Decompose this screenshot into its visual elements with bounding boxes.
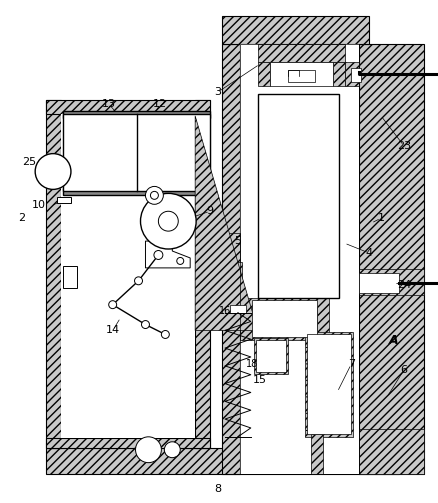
Bar <box>46 438 209 448</box>
Text: 14: 14 <box>106 325 120 336</box>
Text: 23: 23 <box>396 141 410 151</box>
Circle shape <box>135 437 161 463</box>
Bar <box>239 298 328 341</box>
Text: A: A <box>388 334 398 347</box>
Bar <box>332 62 344 86</box>
Bar <box>257 44 344 62</box>
Bar <box>358 429 423 474</box>
Circle shape <box>140 193 196 249</box>
Text: 2: 2 <box>18 213 25 223</box>
Polygon shape <box>195 116 257 330</box>
Bar <box>257 62 269 86</box>
Text: 18: 18 <box>245 359 258 369</box>
Bar <box>297 307 317 330</box>
Text: 5: 5 <box>234 236 241 246</box>
Text: 12: 12 <box>153 99 167 109</box>
Circle shape <box>141 320 149 328</box>
Bar <box>230 305 245 312</box>
Bar <box>239 44 358 474</box>
Text: 3: 3 <box>214 87 221 97</box>
Bar <box>63 266 77 288</box>
Bar <box>255 341 285 372</box>
Text: 13: 13 <box>102 99 116 109</box>
Text: 1: 1 <box>377 213 384 223</box>
Text: 9: 9 <box>206 206 213 216</box>
Bar <box>222 233 239 263</box>
Bar <box>269 62 332 86</box>
Bar <box>63 189 209 195</box>
Text: 4: 4 <box>365 248 372 258</box>
Bar <box>307 334 350 434</box>
Text: 25: 25 <box>22 156 36 166</box>
Bar <box>63 111 209 118</box>
Bar <box>305 332 352 437</box>
Circle shape <box>164 442 180 458</box>
Bar <box>311 434 323 474</box>
Bar <box>350 68 360 82</box>
Bar <box>358 269 423 295</box>
Bar <box>239 44 358 474</box>
Text: 15: 15 <box>252 375 266 385</box>
Bar <box>61 114 195 438</box>
Text: 24: 24 <box>396 280 410 290</box>
Circle shape <box>158 211 178 231</box>
Bar <box>222 17 368 44</box>
Circle shape <box>150 191 158 199</box>
Circle shape <box>35 153 71 190</box>
Bar <box>358 44 423 474</box>
Bar <box>358 273 398 293</box>
Circle shape <box>145 187 163 204</box>
Bar <box>63 114 209 191</box>
Circle shape <box>109 301 117 309</box>
Bar <box>251 300 317 338</box>
Circle shape <box>177 258 184 265</box>
Text: 8: 8 <box>214 484 221 494</box>
Bar <box>46 100 209 114</box>
Bar <box>195 100 209 448</box>
Bar <box>46 100 61 448</box>
Polygon shape <box>145 241 190 268</box>
Bar <box>222 44 239 474</box>
Bar <box>251 307 263 330</box>
Circle shape <box>154 250 162 260</box>
Circle shape <box>134 277 142 285</box>
Bar <box>287 70 314 82</box>
Bar <box>233 262 241 308</box>
Bar <box>257 94 339 298</box>
Bar <box>57 197 71 203</box>
Bar <box>344 62 358 86</box>
Text: 6: 6 <box>399 365 406 375</box>
Circle shape <box>161 330 169 339</box>
Text: 16: 16 <box>218 306 230 315</box>
Bar <box>253 339 287 374</box>
Text: 10: 10 <box>32 200 46 210</box>
Bar <box>46 448 398 474</box>
Text: 7: 7 <box>347 359 354 369</box>
